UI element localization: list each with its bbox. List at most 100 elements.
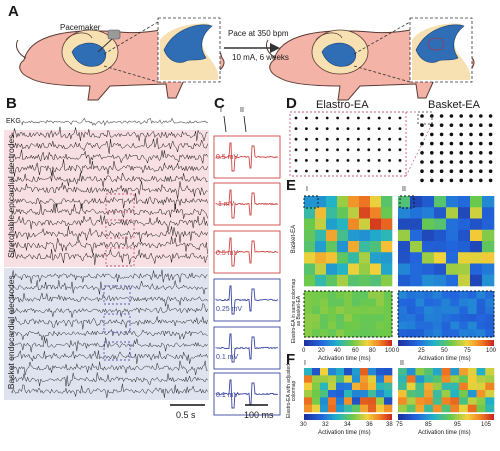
f-tick-2-3: 105 [481, 422, 492, 428]
electrode-dot [336, 148, 339, 152]
heatmap-cell [470, 207, 483, 219]
heatmap-cell [384, 382, 393, 391]
electrode-dot [479, 141, 483, 146]
heatmap-cell [415, 314, 425, 322]
elastro-ea-heatmap-1 [304, 291, 393, 338]
heatmap-cell [360, 375, 369, 383]
electrode-dot [357, 127, 360, 130]
heatmap-cell [336, 404, 345, 413]
heatmap-cell [434, 263, 447, 276]
heatmap-cell [370, 252, 382, 264]
beat-trace [215, 285, 279, 315]
heatmap-cell [337, 274, 349, 287]
heatmap-cell [432, 397, 442, 405]
heatmap-cell [441, 404, 451, 413]
electrode-dot [388, 137, 391, 141]
heatmap-cell [415, 397, 425, 405]
heatmap-cell [470, 274, 483, 287]
heatmap-cell [344, 397, 353, 405]
heatmap-cell [368, 314, 377, 322]
heatmap-cell [370, 263, 382, 276]
heatmap-cell [376, 390, 385, 398]
heatmap-cell [360, 397, 369, 405]
electrode-dot [388, 169, 391, 173]
heatmap-cell [344, 390, 353, 398]
heatmap-cell [424, 298, 434, 307]
heatmap-cell [415, 298, 425, 307]
heatmap-cell [476, 314, 486, 322]
heatmap-cell [485, 298, 495, 307]
heatmap-cell [368, 368, 377, 376]
heatmap-cell [485, 368, 495, 376]
heatmap-cell [376, 368, 385, 376]
heatmap-cell [450, 291, 460, 299]
panel-e-marker-2: II [402, 186, 406, 193]
heatmap-cell [384, 306, 393, 315]
electrode-dot [367, 137, 371, 141]
heatmap-cell [320, 382, 329, 391]
heatmap-cell [315, 263, 327, 276]
heatmap-cell [336, 314, 345, 322]
panel-c-marker-1: I [220, 107, 222, 114]
electrode-dot [357, 148, 360, 152]
heatmap-cell [352, 306, 361, 315]
e-axis-label-2: Activation time (ms) [418, 356, 471, 362]
heatmap-cell [304, 229, 316, 242]
electrode-dot [479, 132, 483, 137]
panel-f-marker-2: II [400, 360, 404, 367]
heatmap-cell [328, 306, 337, 315]
elastro-ea-frame [289, 111, 407, 177]
electrode-dot [346, 148, 350, 152]
heatmap-cell [441, 321, 451, 330]
heatmap-cell [315, 196, 327, 208]
heatmap-cell [381, 252, 393, 264]
heatmap-cell [370, 218, 382, 231]
electrode-dot [469, 151, 473, 155]
heatmap-cell [424, 368, 434, 376]
electrode-dot [488, 123, 493, 127]
heatmap-cell [434, 218, 447, 231]
electrode-dot [449, 141, 454, 146]
heatmap-cell [360, 314, 369, 322]
heatmap-cell [360, 306, 369, 315]
heatmap-cell [422, 218, 435, 231]
electrode-dot [459, 141, 464, 146]
heatmap-cell [424, 314, 434, 322]
heatmap-cell [476, 397, 486, 405]
heatmap-cell [376, 382, 385, 391]
heatmap-cell [384, 291, 393, 299]
heatmap-cell [415, 382, 425, 391]
heatmap-cell [312, 404, 321, 413]
electrode-dot [357, 159, 360, 162]
heatmap-cell [470, 196, 483, 208]
amp-label-5: 0.1 mV [216, 354, 239, 361]
heatmap-cell [485, 397, 495, 405]
heatmap-cell [458, 263, 471, 276]
heatmap-cell [359, 196, 371, 208]
heatmap-cell [424, 321, 434, 330]
electrode-dot [336, 137, 339, 141]
panel-c-markers [223, 115, 247, 133]
electrode-dot [469, 160, 473, 164]
electrode-dot [336, 169, 339, 173]
heatmap-cell [450, 298, 460, 307]
electrode-dot [430, 151, 434, 155]
heatmap-cell [344, 382, 353, 391]
heatmap-cell [381, 241, 393, 253]
heatmap-cell [467, 298, 477, 307]
heatmap-cell [304, 291, 313, 299]
heatmap-cell [398, 274, 411, 287]
heatmap-cell [476, 329, 486, 338]
heatmap-cell [344, 404, 353, 413]
row-label-basket: Basket-EA [291, 224, 297, 254]
heatmap-cell [450, 306, 460, 315]
electrode-dot [377, 116, 381, 120]
electrode-dot [420, 151, 424, 155]
heatmap-cell [352, 291, 361, 299]
heatmap-cell [304, 196, 316, 208]
heatmap-cell [406, 291, 416, 299]
panel-label-f: F [286, 351, 296, 368]
heatmap-cell [424, 382, 434, 391]
amp-label-6: 0.1 mV [216, 392, 239, 399]
heatmap-cell [467, 368, 477, 376]
